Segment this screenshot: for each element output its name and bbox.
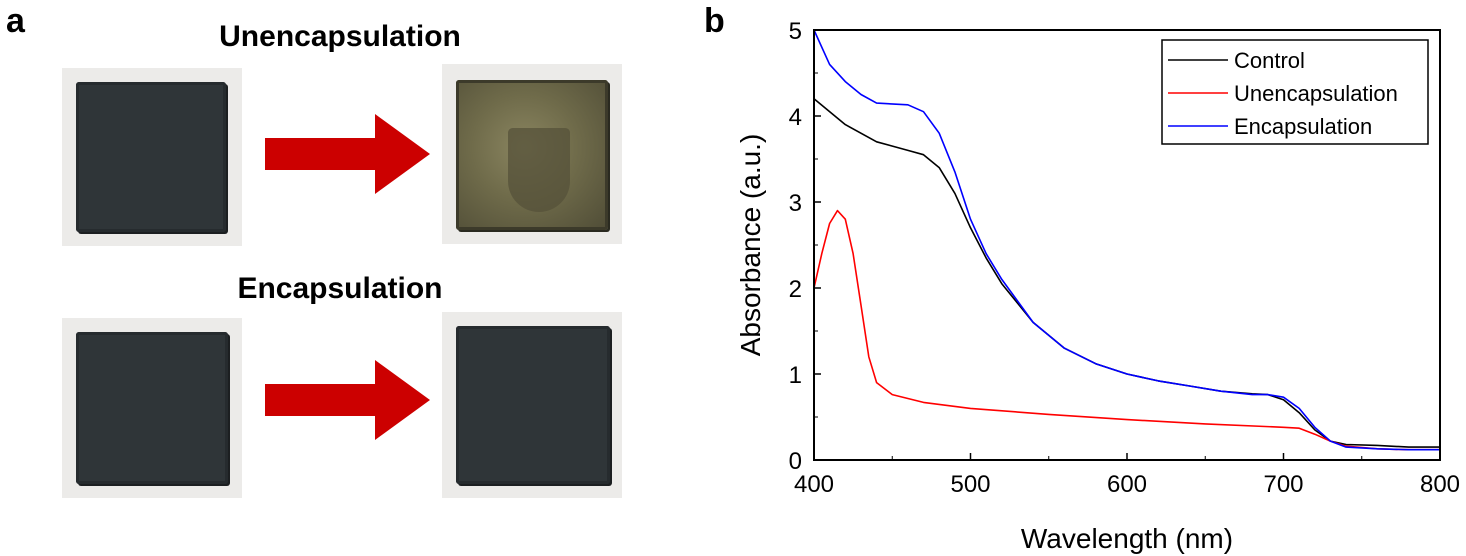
unencapsulation-arrow-icon: [265, 114, 430, 194]
encapsulation-title: Encapsulation: [237, 272, 443, 305]
y-tick-label: 1: [789, 362, 802, 389]
legend-label: Unencapsulation: [1234, 81, 1398, 106]
series-line-control: [813, 98, 1440, 448]
encapsulation-arrow-icon: [265, 360, 430, 440]
unencapsulation-title: Unencapsulation: [219, 20, 461, 53]
device-sample: [76, 332, 228, 484]
y-tick-label: 0: [789, 448, 802, 475]
legend-label: Control: [1234, 48, 1305, 73]
degraded-device-sample: [456, 80, 608, 230]
x-tick-label: 500: [950, 471, 990, 498]
x-tick-label: 800: [1420, 471, 1460, 498]
y-tick-label: 4: [789, 104, 802, 131]
device-sample: [76, 82, 226, 232]
crest-icon: [508, 128, 570, 212]
y-axis-label: Absorbance (a.u.): [735, 134, 766, 357]
x-tick-label: 400: [794, 471, 834, 498]
series-line-unencapsulation: [813, 209, 1440, 451]
plot-frame: [813, 29, 1441, 461]
device-sample: [456, 326, 610, 484]
panel-b-label: b: [704, 2, 725, 40]
x-tick-label: 600: [1107, 471, 1147, 498]
y-tick-label: 5: [789, 18, 802, 45]
x-tick-label: 700: [1263, 471, 1303, 498]
legend: Control Unencapsulation Encapsulation: [1161, 39, 1429, 145]
encapsulation-after-photo: [442, 312, 622, 498]
y-tick-label: 2: [789, 276, 802, 303]
unencapsulation-before-photo: [62, 68, 242, 246]
encapsulation-before-photo: [62, 318, 242, 498]
legend-label: Encapsulation: [1234, 114, 1372, 139]
panel-a-label: a: [6, 2, 25, 40]
x-axis-label: Wavelength (nm): [1021, 523, 1233, 554]
series-line-encapsulation: [813, 29, 1440, 451]
y-tick-label: 3: [789, 190, 802, 217]
unencapsulation-after-photo: [442, 64, 622, 244]
